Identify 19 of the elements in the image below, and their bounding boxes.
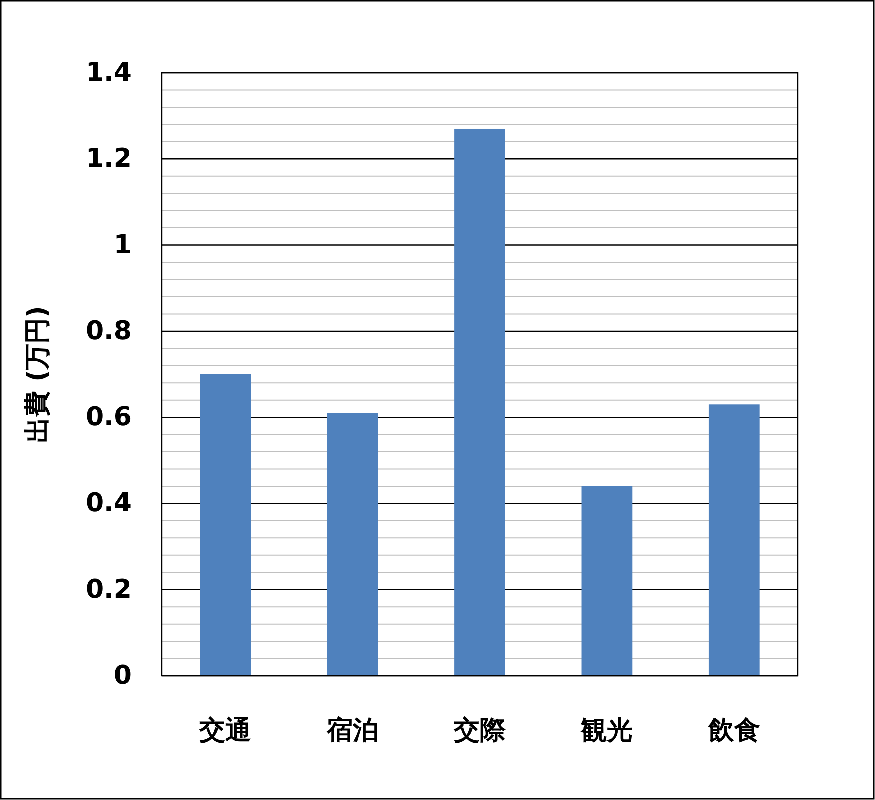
x-tick-label: 飲食 — [707, 716, 760, 746]
y-tick-label: 1.2 — [86, 144, 132, 174]
bar — [708, 404, 760, 676]
bar — [200, 374, 252, 676]
y-tick-label: 1 — [114, 230, 132, 260]
y-tick-label: 0 — [114, 661, 132, 691]
y-tick-label: 0.6 — [86, 402, 132, 433]
bar — [454, 128, 506, 676]
y-tick-label: 1.4 — [86, 58, 132, 88]
y-tick-label: 0.4 — [86, 488, 132, 519]
x-tick-label: 宿泊 — [326, 716, 379, 746]
x-tick-label: 観光 — [580, 716, 634, 746]
x-tick-label: 交際 — [453, 716, 507, 746]
y-axis-title: 出費 (万円) — [23, 306, 53, 443]
x-tick-label: 交通 — [198, 716, 252, 746]
y-tick-label: 0.8 — [86, 316, 132, 346]
y-tick-label: 0.2 — [86, 574, 132, 605]
bar — [327, 413, 378, 676]
bar — [582, 486, 633, 676]
